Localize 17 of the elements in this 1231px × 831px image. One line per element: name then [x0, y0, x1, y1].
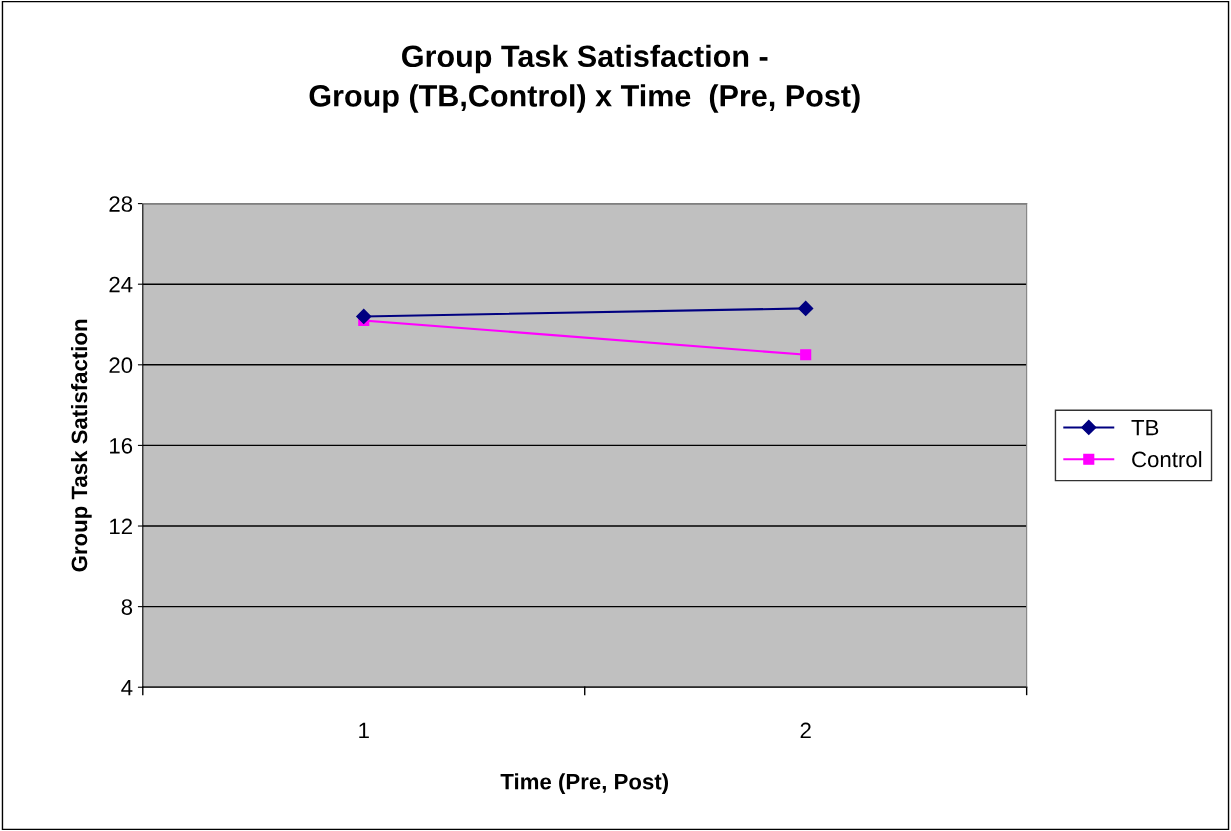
x-axis-title: Time (Pre, Post) [500, 773, 669, 794]
y-tick-label: 16 [110, 437, 133, 454]
y-tick-label: 12 [110, 518, 132, 535]
point [800, 349, 812, 361]
y-tick-label: 4 [121, 680, 133, 696]
x-tick-label: 2 [800, 722, 811, 739]
x-tick-label: 1 [359, 722, 369, 739]
y-tick-label: 24 [109, 276, 133, 293]
y-tick-label: 28 [109, 196, 133, 212]
legend-label: TB [1131, 419, 1159, 436]
legend-label: Control [1132, 450, 1202, 468]
chart-title: Group Task Satisfaction - Group (TB,Control) x Time (Pre, Post) [309, 44, 860, 113]
y-axis-title: Group Task Satisfaction [70, 319, 92, 572]
y-tick-label: 20 [109, 357, 133, 374]
point [798, 300, 814, 316]
y-tick-label: 8 [121, 599, 133, 615]
point [356, 308, 372, 325]
